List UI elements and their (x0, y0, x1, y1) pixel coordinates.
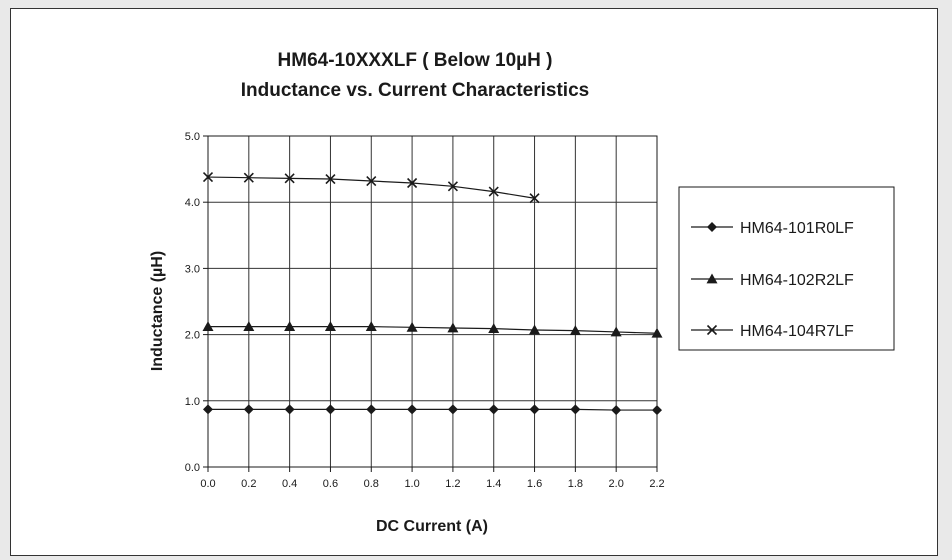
series-line (208, 408, 657, 411)
series-layer (202, 171, 663, 416)
cross-stroke (325, 173, 336, 185)
data-point (447, 404, 458, 415)
data-point (243, 172, 254, 183)
y-tick-label: 1.0 (185, 396, 200, 408)
series-HM64-102R2LF (202, 321, 663, 338)
data-point (365, 321, 377, 332)
data-point (202, 321, 214, 332)
y-tick-label: 3.0 (185, 263, 200, 275)
x-tick-label: 0.8 (364, 478, 379, 490)
series-line (208, 326, 658, 334)
series-HM64-101R0LF (203, 404, 662, 416)
data-point (569, 325, 581, 336)
data-point (610, 326, 622, 337)
legend: HM64-101R0LF HM64-102R2LF HM64-104R7LF (678, 186, 895, 351)
data-point (407, 177, 418, 189)
data-point (611, 405, 622, 416)
data-point (652, 405, 662, 416)
data-point (651, 327, 663, 338)
cross-stroke (284, 173, 295, 184)
data-point (366, 175, 377, 187)
legend-marker (706, 324, 718, 336)
x-tick-label: 1.4 (486, 478, 501, 490)
data-point (447, 322, 459, 333)
data-point (202, 171, 214, 183)
chart-title: HM64-10XXXLF ( Below 10µH ) (278, 50, 553, 71)
legend-item: HM64-101R0LF (691, 220, 854, 237)
data-point (529, 193, 540, 204)
data-point (406, 321, 418, 332)
data-point (284, 404, 295, 415)
chart-svg: HM64-10XXXLF ( Below 10µH ) Inductance v… (149, 50, 895, 535)
data-point (203, 404, 213, 415)
legend-item: HM64-104R7LF (691, 323, 854, 340)
cross-stroke (407, 177, 418, 189)
cross-stroke (706, 324, 718, 336)
legend-label: HM64-102R2LF (740, 272, 854, 289)
data-point (488, 404, 499, 415)
data-point (284, 321, 296, 332)
x-tick-label: 1.6 (527, 478, 542, 490)
legend-label: HM64-104R7LF (740, 323, 854, 340)
grid-layer (207, 135, 658, 468)
data-point (447, 181, 458, 192)
y-tick-label: 2.0 (185, 330, 200, 342)
x-tick-label: 1.2 (445, 478, 460, 490)
legend-label: HM64-101R0LF (740, 220, 854, 237)
cross-stroke (366, 175, 377, 187)
data-point (529, 404, 540, 415)
data-point (529, 324, 541, 335)
data-point (488, 186, 499, 197)
cross-stroke (243, 172, 254, 183)
x-tick-label: 1.8 (568, 478, 583, 490)
chart-subtitle: Inductance vs. Current Characteristics (241, 80, 589, 101)
cross-stroke (488, 186, 499, 197)
x-tick-label: 0.2 (241, 478, 256, 490)
legend-marker (707, 222, 717, 232)
chart-frame: HM64-10XXXLF ( Below 10µH ) Inductance v… (10, 8, 938, 556)
x-tick-label: 0.6 (323, 478, 338, 490)
y-tick-label: 0.0 (185, 462, 200, 474)
data-point (243, 404, 254, 415)
x-tick-label: 0.4 (282, 478, 297, 490)
plot-area-border (207, 135, 658, 468)
cross-stroke (529, 193, 540, 204)
y-tick-label: 5.0 (185, 131, 200, 143)
data-point (325, 404, 336, 415)
data-point (407, 404, 418, 415)
legend-item: HM64-102R2LF (691, 272, 854, 289)
legend-box (678, 186, 895, 351)
data-point (325, 173, 336, 185)
data-point (284, 173, 295, 184)
data-point (570, 404, 581, 415)
data-point (324, 321, 336, 332)
data-point (243, 321, 255, 332)
legend-marker (706, 273, 718, 284)
x-tick-label: 1.0 (404, 478, 419, 490)
axis-layer: 0.0 0.2 0.4 0.6 0.8 1.0 1.2 1.4 1.6 1.8 2.0 2.2 0.0 1… (185, 131, 665, 490)
data-point (488, 323, 500, 334)
x-tick-label: 0.0 (200, 478, 215, 490)
y-tick-label: 4.0 (185, 197, 200, 209)
x-tick-label: 2.0 (609, 478, 624, 490)
data-point (366, 404, 377, 415)
cross-stroke (202, 171, 214, 183)
x-axis-title: DC Current (A) (376, 518, 488, 535)
cross-stroke (447, 181, 458, 192)
series-HM64-104R7LF (202, 171, 540, 204)
y-axis-title: Inductance (µH) (149, 251, 166, 371)
x-tick-label: 2.2 (649, 478, 664, 490)
